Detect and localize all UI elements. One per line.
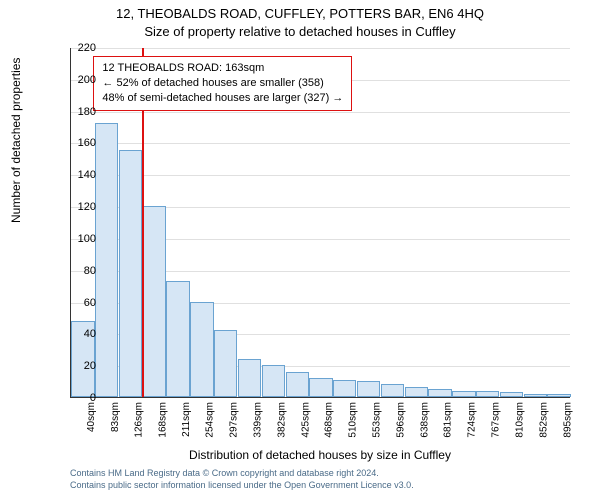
x-tick-label: 553sqm [372, 402, 383, 438]
histogram-bar [190, 302, 213, 397]
x-tick-label: 510sqm [348, 402, 359, 438]
x-tick-label: 895sqm [562, 402, 573, 438]
y-tick-label: 120 [78, 201, 96, 213]
y-tick-label: 160 [78, 137, 96, 149]
x-tick-label: 852sqm [538, 402, 549, 438]
x-axis-label: Distribution of detached houses by size … [70, 448, 570, 462]
histogram-bar [452, 391, 475, 397]
x-tick-label: 425sqm [300, 402, 311, 438]
y-tick-label: 140 [78, 169, 96, 181]
y-axis-label: Number of detached properties [9, 58, 23, 223]
x-tick-label: 254sqm [205, 402, 216, 438]
x-tick-label: 681sqm [443, 402, 454, 438]
y-tick-label: 200 [78, 74, 96, 86]
x-tick-label: 339sqm [253, 402, 264, 438]
x-tick-label: 596sqm [395, 402, 406, 438]
chart-title-subtitle: Size of property relative to detached ho… [0, 24, 600, 39]
gridline [71, 48, 570, 49]
histogram-bar [262, 365, 285, 397]
gridline [71, 112, 570, 113]
y-tick-label: 80 [84, 265, 96, 277]
histogram-bar [95, 123, 118, 397]
x-tick-label: 382sqm [276, 402, 287, 438]
property-info-box: 12 THEOBALDS ROAD: 163sqm ← 52% of detac… [93, 56, 352, 111]
histogram-bar [119, 150, 142, 397]
x-tick-label: 767sqm [491, 402, 502, 438]
y-tick-label: 60 [84, 297, 96, 309]
histogram-bar [333, 380, 356, 398]
y-tick-label: 180 [78, 106, 96, 118]
info-line-larger: 48% of semi-detached houses are larger (… [102, 91, 343, 106]
histogram-bar [357, 381, 380, 397]
x-tick-label: 724sqm [467, 402, 478, 438]
histogram-bar [309, 378, 332, 397]
info-line-smaller: ← 52% of detached houses are smaller (35… [102, 76, 343, 91]
histogram-bar [238, 359, 261, 397]
x-tick-label: 211sqm [181, 402, 192, 437]
histogram-bar [166, 281, 189, 397]
attribution-line1: Contains HM Land Registry data © Crown c… [70, 468, 570, 480]
y-tick-label: 20 [84, 360, 96, 372]
info-line-size: 12 THEOBALDS ROAD: 163sqm [102, 61, 343, 76]
histogram-bar [476, 391, 499, 397]
histogram-bar [547, 394, 570, 397]
x-tick-label: 126sqm [134, 402, 145, 438]
y-tick-label: 100 [78, 233, 96, 245]
histogram-bar [214, 330, 237, 397]
attribution-text: Contains HM Land Registry data © Crown c… [70, 468, 570, 491]
histogram-bar [405, 387, 428, 397]
x-tick-label: 168sqm [157, 402, 168, 438]
x-tick-label: 297sqm [229, 402, 240, 438]
y-tick-label: 40 [84, 328, 96, 340]
histogram-bar [381, 384, 404, 397]
histogram-bar [143, 206, 166, 397]
x-tick-label: 83sqm [110, 402, 121, 432]
x-tick-label: 468sqm [324, 402, 335, 438]
y-tick-label: 220 [78, 42, 96, 54]
histogram-bar [286, 372, 309, 397]
gridline [71, 143, 570, 144]
gridline [71, 175, 570, 176]
histogram-bar [524, 394, 547, 397]
x-tick-label: 638sqm [419, 402, 430, 438]
histogram-bar [428, 389, 451, 397]
x-tick-label: 40sqm [86, 402, 97, 432]
chart-title-address: 12, THEOBALDS ROAD, CUFFLEY, POTTERS BAR… [0, 6, 600, 21]
attribution-line2: Contains public sector information licen… [70, 480, 570, 492]
histogram-bar [500, 392, 523, 397]
x-tick-label: 810sqm [514, 402, 525, 438]
